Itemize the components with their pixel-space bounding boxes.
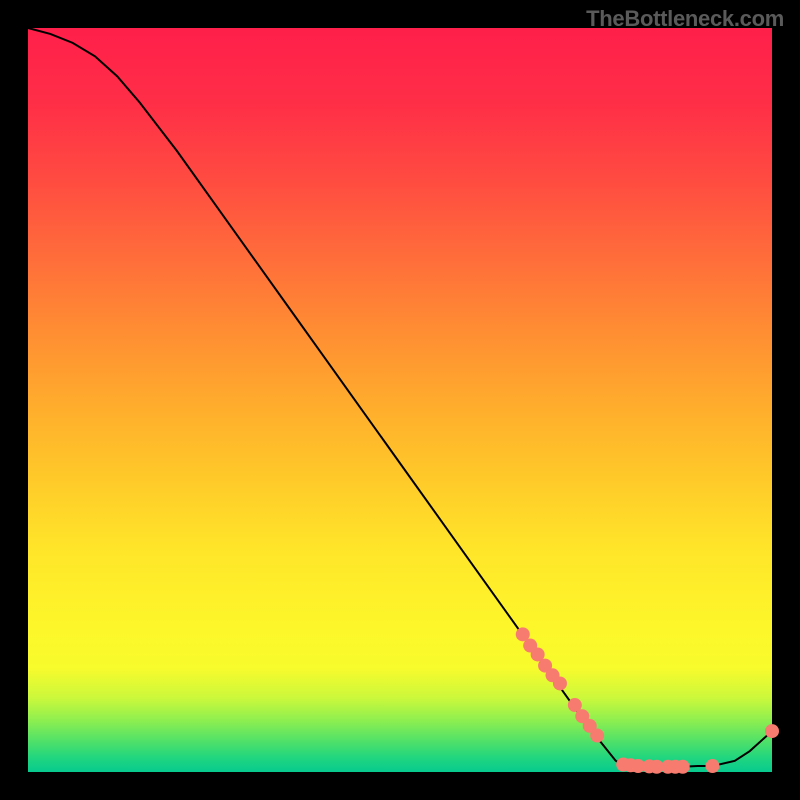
curve-line — [28, 28, 772, 767]
watermark: TheBottleneck.com — [586, 6, 784, 32]
chart-svg — [28, 28, 772, 772]
data-marker — [553, 676, 567, 690]
markers-group — [516, 627, 779, 773]
data-marker — [705, 759, 719, 773]
data-marker — [676, 760, 690, 774]
data-marker — [590, 729, 604, 743]
data-marker — [765, 724, 779, 738]
plot-area — [28, 28, 772, 772]
